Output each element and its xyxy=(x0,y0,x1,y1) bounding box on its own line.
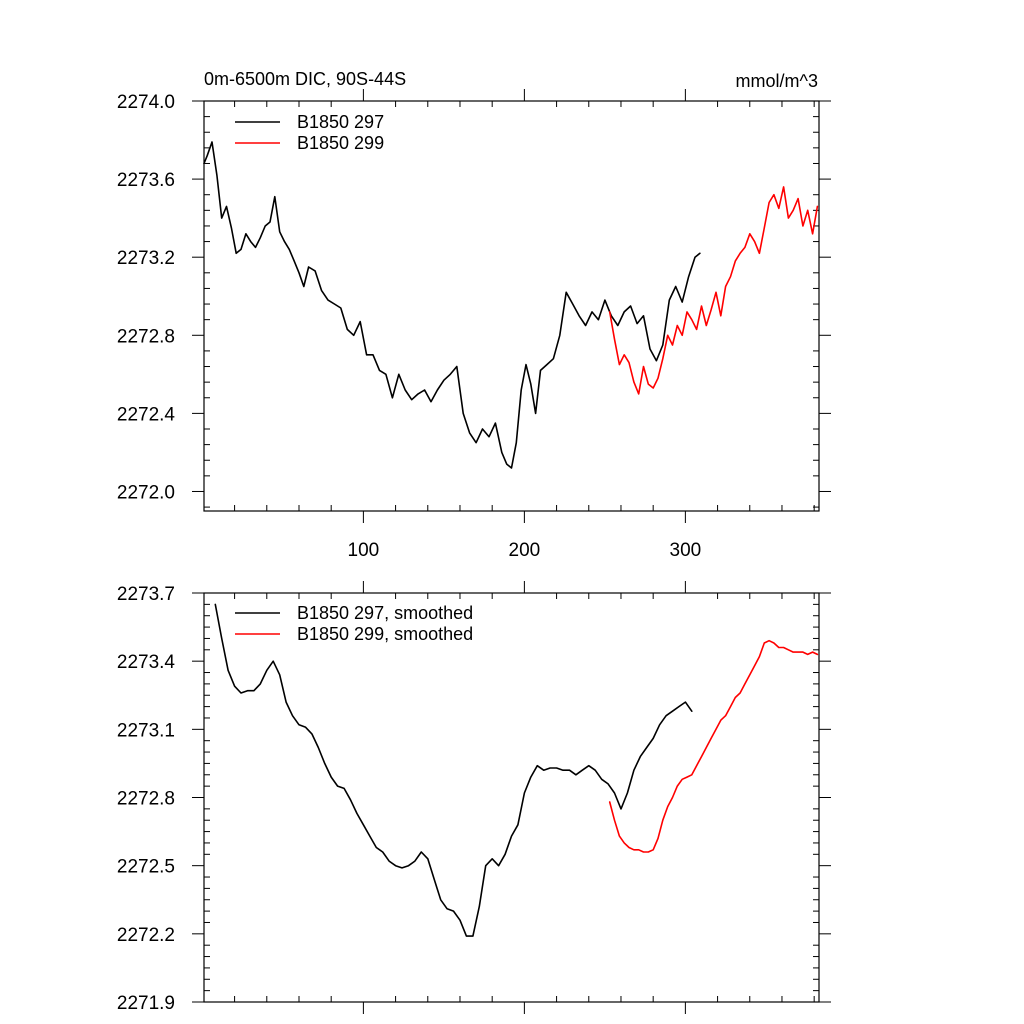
series-line-top-0 xyxy=(203,141,701,469)
y-tick-label: 2271.9 xyxy=(117,993,175,1014)
series-line-top-1 xyxy=(608,186,819,395)
y-tick-label: 2273.7 xyxy=(117,584,175,605)
chart-title-left: 0m-6500m DIC, 90S-44S xyxy=(204,69,406,89)
plot-frame-bottom xyxy=(203,592,820,1003)
y-tick-label: 2272.2 xyxy=(117,925,175,946)
series-line-bottom-1 xyxy=(608,639,819,853)
chart-units-label: mmol/m^3 xyxy=(736,71,818,91)
legend-label-bottom-0: B1850 297, smoothed xyxy=(297,603,473,623)
y-tick-label: 2273.4 xyxy=(117,652,176,673)
x-tick-label: 100 xyxy=(348,540,380,561)
y-tick-label: 2272.4 xyxy=(117,404,176,425)
y-tick-label: 2273.2 xyxy=(117,248,175,269)
y-tick-label: 2272.8 xyxy=(117,789,175,810)
top-panel: 0m-6500m DIC, 90S-44S mmol/m^3 100 200 300… xyxy=(117,69,831,561)
x-tick-label: 300 xyxy=(670,540,702,561)
plot-frame-top xyxy=(203,100,820,512)
x-tick-label: 200 xyxy=(509,540,541,561)
bottom-panel: 2271.9 2272.2 2272.5 2272.8 2273.1 2273.4 2273… xyxy=(117,581,831,1014)
y-tick-label: 2273.1 xyxy=(117,720,175,741)
y-tick-label: 2272.0 xyxy=(117,482,175,503)
y-tick-label: 2272.5 xyxy=(117,857,175,878)
legend-label-top-1: B1850 299 xyxy=(297,133,384,153)
y-tick-label: 2273.6 xyxy=(117,170,175,191)
series-line-bottom-0 xyxy=(214,603,693,937)
y-tick-label: 2274.0 xyxy=(117,92,175,113)
legend-label-top-0: B1850 297 xyxy=(297,112,384,132)
y-tick-label: 2272.8 xyxy=(117,326,175,347)
legend-label-bottom-1: B1850 299, smoothed xyxy=(297,624,473,644)
